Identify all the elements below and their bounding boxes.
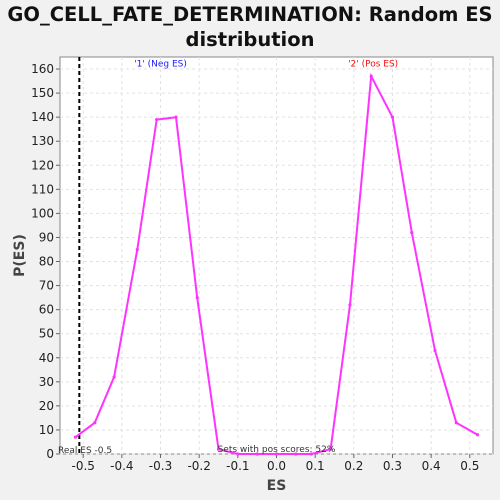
data-points bbox=[73, 74, 480, 456]
x-tick-label: -0.1 bbox=[226, 459, 249, 473]
y-axis-label: P(ES) bbox=[12, 234, 28, 277]
x-axis-label: ES bbox=[267, 478, 287, 494]
y-tick-label: 10 bbox=[39, 423, 54, 437]
x-tick-label: -0.5 bbox=[71, 459, 94, 473]
x-tick-label: -0.2 bbox=[187, 459, 210, 473]
y-tick-label: 40 bbox=[39, 351, 54, 365]
data-point bbox=[216, 447, 221, 451]
y-tick-label: 50 bbox=[39, 327, 54, 341]
annotation-pos-scores: Sets with pos scores: 52% bbox=[218, 445, 336, 455]
y-tick-label: 70 bbox=[39, 279, 54, 293]
x-tick-label: -0.4 bbox=[110, 459, 133, 473]
data-point bbox=[309, 452, 313, 456]
data-point bbox=[236, 452, 240, 456]
chart-title-line-2: distribution bbox=[185, 28, 315, 51]
y-tick-label: 150 bbox=[31, 86, 54, 100]
data-point bbox=[348, 303, 352, 307]
data-point bbox=[135, 247, 139, 252]
data-point bbox=[390, 115, 395, 119]
x-tick-label: 0.2 bbox=[344, 459, 363, 473]
x-tick-label: 0.0 bbox=[267, 459, 286, 473]
y-axis-ticks: 0 10 20 30 40 50 60 70 80 90 100 110 120 130 140 150 160 bbox=[31, 62, 60, 461]
data-point bbox=[433, 348, 437, 353]
annotation-pos-es: '2' (Pos ES) bbox=[348, 60, 398, 70]
y-tick-label: 0 bbox=[46, 447, 54, 461]
y-tick-label: 140 bbox=[31, 110, 54, 124]
y-tick-label: 80 bbox=[39, 255, 54, 269]
annotation-neg-es: '1' (Neg ES) bbox=[134, 60, 187, 70]
data-point bbox=[155, 117, 159, 122]
x-tick-label: 0.1 bbox=[306, 459, 325, 473]
data-point bbox=[410, 231, 414, 235]
chart-title: GO_CELL_FATE_DETERMINATION: Random ES di… bbox=[0, 2, 500, 52]
data-point bbox=[475, 433, 480, 437]
data-point bbox=[195, 296, 199, 300]
y-tick-label: 90 bbox=[39, 230, 54, 244]
data-point bbox=[73, 435, 78, 439]
y-tick-label: 20 bbox=[39, 399, 54, 413]
data-point bbox=[369, 74, 373, 78]
y-tick-label: 30 bbox=[39, 375, 54, 389]
real-es-label: Real ES -0.5 bbox=[58, 446, 112, 456]
data-point bbox=[174, 115, 178, 119]
x-tick-label: -0.3 bbox=[149, 459, 172, 473]
y-tick-label: 60 bbox=[39, 303, 54, 317]
grid bbox=[60, 57, 493, 455]
data-point bbox=[112, 375, 116, 379]
data-point bbox=[93, 421, 97, 425]
y-tick-label: 100 bbox=[31, 206, 54, 220]
data-point bbox=[294, 452, 298, 456]
data-point bbox=[274, 452, 279, 456]
x-tick-label: 0.3 bbox=[383, 459, 402, 473]
x-tick-label: 0.5 bbox=[460, 459, 479, 473]
x-tick-label: 0.4 bbox=[422, 459, 441, 473]
y-tick-label: 160 bbox=[31, 62, 54, 76]
data-point bbox=[255, 452, 259, 456]
chart-title-line-1: GO_CELL_FATE_DETERMINATION: Random ES bbox=[7, 3, 493, 26]
y-tick-label: 120 bbox=[31, 158, 54, 172]
y-tick-label: 110 bbox=[31, 182, 54, 196]
data-point bbox=[329, 447, 333, 451]
data-point bbox=[454, 421, 458, 425]
x-axis-ticks: -0.5 -0.4 -0.3 -0.2 -0.1 0.0 0.1 0.2 0.3 0.4 0.5 bbox=[71, 454, 479, 473]
y-tick-label: 130 bbox=[31, 134, 54, 148]
